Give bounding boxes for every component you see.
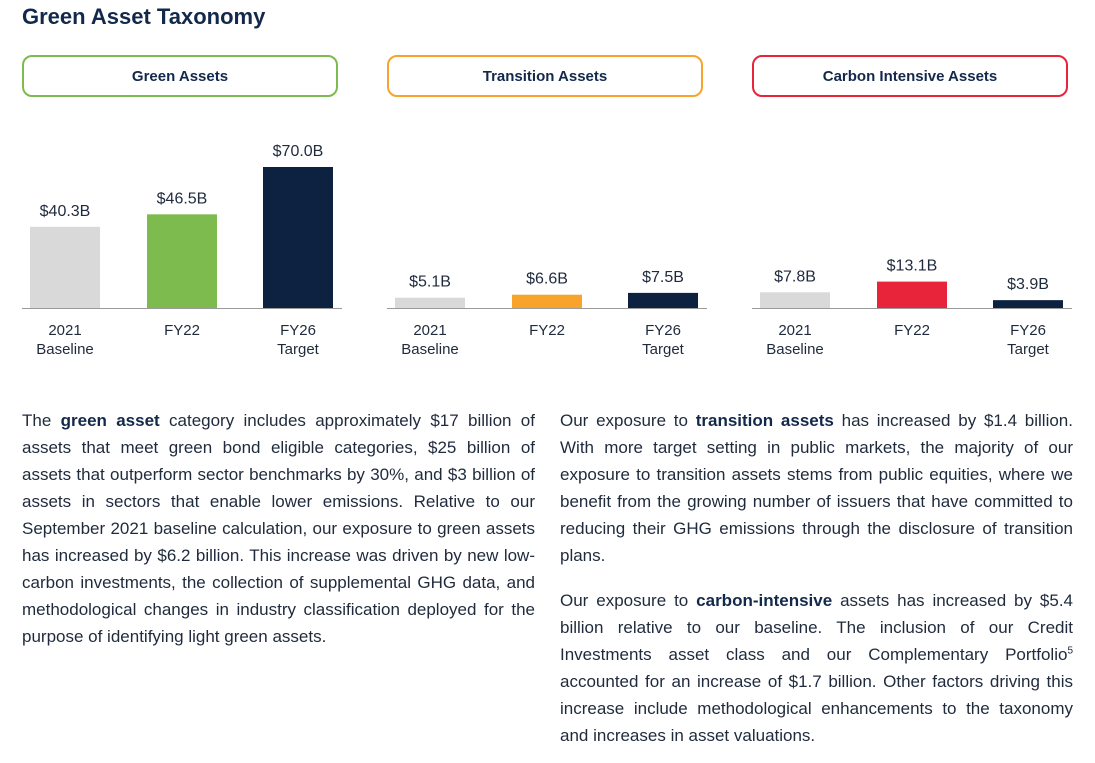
- transition-carbon-description: Our exposure to transition assets has in…: [560, 407, 1073, 749]
- data-label: $3.9B: [1007, 276, 1049, 293]
- bar: [395, 297, 465, 308]
- category-label: Target: [1007, 341, 1050, 358]
- data-label: $13.1B: [887, 258, 938, 275]
- bar: [877, 281, 947, 308]
- data-label: $7.5B: [642, 269, 684, 286]
- data-label: $46.5B: [157, 190, 208, 207]
- carbon-intensive-assets-chart: $7.8B 2021 Baseline $13.1B FY22 $3.9B FY26 Targ…: [752, 100, 1072, 370]
- data-label: $5.1B: [409, 274, 451, 291]
- paragraph-text: category includes approximately $17 bill…: [22, 411, 535, 646]
- transition-asset-paragraph: Our exposure to transition assets has in…: [560, 407, 1073, 569]
- data-label: $6.6B: [526, 271, 568, 288]
- data-label: $40.3B: [40, 203, 91, 220]
- carbon-intensive-paragraph: Our exposure to carbon-intensive assets …: [560, 587, 1073, 749]
- bar: [147, 214, 217, 308]
- bar: [512, 294, 582, 308]
- bar: [30, 226, 100, 308]
- paragraph-text: The: [22, 411, 61, 430]
- paragraph-text: Our exposure to: [560, 411, 696, 430]
- category-label: FY22: [529, 322, 565, 339]
- data-label: $70.0B: [273, 143, 324, 160]
- category-label: FY26: [280, 322, 316, 339]
- green-assets-header: Green Assets: [22, 55, 338, 97]
- category-label: FY26: [645, 322, 681, 339]
- category-label: Target: [277, 341, 320, 358]
- category-label: FY22: [894, 322, 930, 339]
- category-label: Baseline: [401, 341, 459, 358]
- category-label: 2021: [778, 322, 811, 339]
- page-title: Green Asset Taxonomy: [22, 4, 266, 29]
- bar: [993, 300, 1063, 308]
- category-label: Baseline: [766, 341, 824, 358]
- category-label: 2021: [413, 322, 446, 339]
- paragraph-text: accounted for an increase of $1.7 billio…: [560, 672, 1073, 745]
- bar: [760, 292, 830, 308]
- data-label: $7.8B: [774, 268, 816, 285]
- transition-assets-header: Transition Assets: [387, 55, 703, 97]
- category-label: Target: [642, 341, 685, 358]
- bar: [263, 167, 333, 308]
- green-assets-chart: $40.3B 2021 Baseline $46.5B FY22 $70.0B FY26 Ta…: [22, 100, 342, 370]
- paragraph-text: Our exposure to: [560, 591, 697, 610]
- paragraph-bold: green asset: [60, 411, 160, 430]
- paragraph-text: has increased by $1.4 billion. With more…: [560, 411, 1073, 565]
- paragraph-bold: carbon-intensive: [696, 591, 833, 610]
- green-asset-description: The green asset category includes approx…: [22, 407, 535, 650]
- carbon-intensive-assets-header: Carbon Intensive Assets: [752, 55, 1068, 97]
- category-label: FY26: [1010, 322, 1046, 339]
- green-asset-paragraph: The green asset category includes approx…: [22, 407, 535, 650]
- paragraph-bold: transition assets: [695, 411, 834, 430]
- category-label: FY22: [164, 322, 200, 339]
- footnote-marker: 5: [1067, 645, 1073, 657]
- transition-assets-chart: $5.1B 2021 Baseline $6.6B FY22 $7.5B FY26 Targe…: [387, 100, 707, 370]
- paragraph-text: assets has increased by $5.4 billion rel…: [560, 591, 1073, 664]
- category-label: Baseline: [36, 341, 94, 358]
- bar: [628, 292, 698, 308]
- category-label: 2021: [48, 322, 81, 339]
